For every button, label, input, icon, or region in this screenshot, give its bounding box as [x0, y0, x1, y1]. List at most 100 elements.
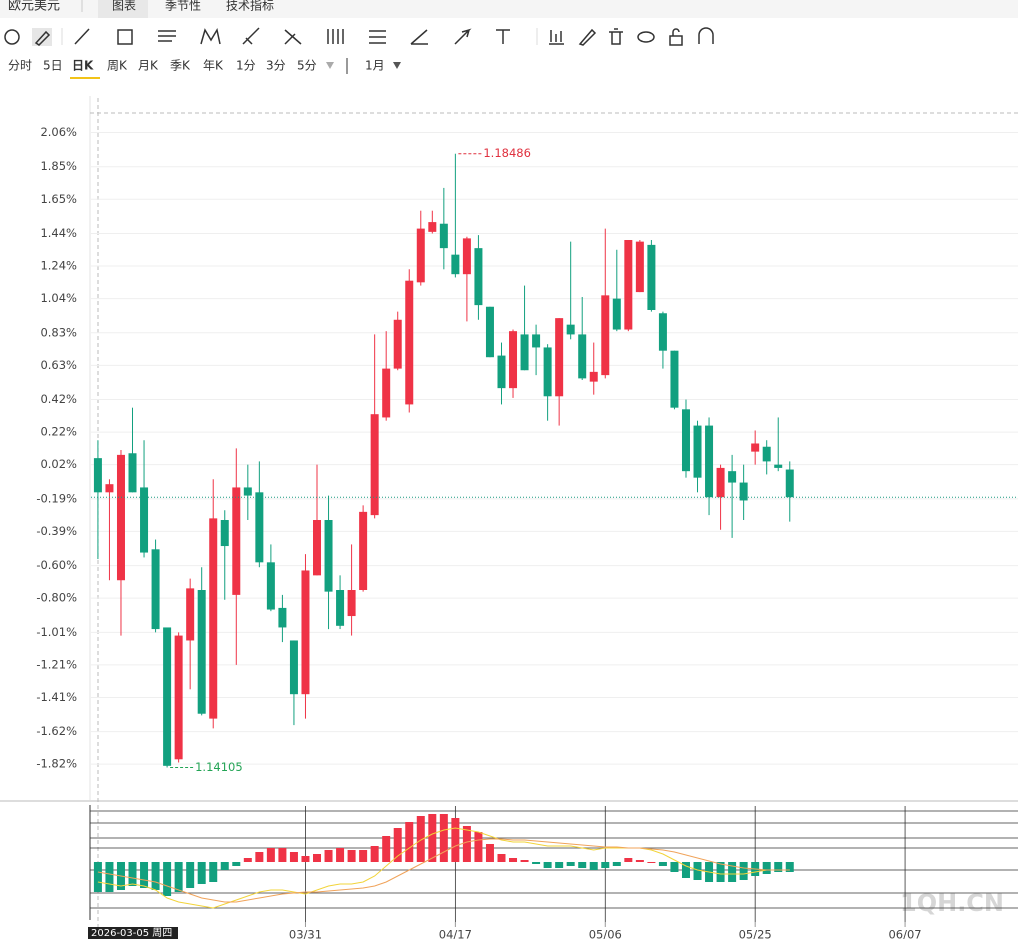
icon[interactable] — [34, 30, 51, 46]
macd-bar — [416, 816, 425, 862]
dropdown-arrow[interactable] — [393, 62, 401, 69]
macd-bar — [243, 858, 252, 862]
candle-body — [186, 588, 195, 641]
macd-bar — [301, 856, 310, 862]
macd-bar — [497, 854, 506, 862]
dropdown-arrow[interactable] — [326, 62, 334, 69]
candle-body — [716, 467, 725, 498]
period[interactable]: 5分 — [297, 59, 317, 73]
icon[interactable] — [158, 30, 176, 42]
icon[interactable] — [117, 29, 133, 45]
y-tick-label: 1.85% — [40, 159, 77, 173]
candle-body — [416, 228, 425, 283]
macd-bar — [589, 862, 598, 870]
period-active[interactable]: 日K — [72, 59, 94, 73]
icon[interactable] — [549, 30, 564, 45]
candle-body — [497, 355, 506, 389]
icon[interactable] — [369, 30, 386, 44]
y-tick-label: -1.62% — [36, 724, 77, 738]
candle-body — [681, 409, 690, 472]
candle-body — [313, 520, 322, 576]
period[interactable]: 5日 — [43, 59, 63, 73]
tab[interactable]: 图表 — [112, 0, 136, 13]
period[interactable]: 3分 — [266, 59, 286, 73]
macd-bar — [578, 862, 587, 868]
y-tick-label: 1.44% — [40, 226, 77, 240]
macd-bar — [428, 814, 437, 862]
icon[interactable] — [242, 27, 260, 45]
candle-body — [140, 487, 149, 553]
candle-body — [601, 295, 610, 376]
y-tick-label: -0.39% — [36, 524, 77, 538]
candle-body — [174, 635, 183, 760]
candle-body — [359, 511, 368, 590]
candle-body — [589, 371, 598, 382]
icon[interactable] — [637, 31, 655, 43]
icon[interactable] — [672, 28, 680, 36]
y-tick-label: -0.19% — [36, 491, 77, 505]
macd-bar — [163, 862, 172, 896]
tab[interactable]: 季节性 — [165, 0, 201, 13]
y-tick-label: 0.63% — [40, 358, 77, 372]
period[interactable]: 周K — [107, 59, 128, 73]
macd-bar — [266, 848, 275, 862]
icon[interactable] — [284, 29, 302, 45]
candle-body — [405, 280, 414, 405]
macd-bar — [347, 850, 356, 862]
tab[interactable]: 技术指标 — [226, 0, 274, 13]
candle-body — [555, 318, 564, 397]
period[interactable]: 季K — [170, 59, 191, 73]
candle-body — [705, 425, 714, 498]
macd-bar — [186, 862, 195, 888]
icon[interactable] — [698, 27, 714, 44]
macd-bar — [439, 814, 448, 862]
icon[interactable] — [609, 28, 623, 45]
candle-body — [728, 471, 737, 483]
icon[interactable] — [410, 29, 428, 45]
candle-body — [774, 464, 783, 468]
macd-bar — [520, 860, 529, 862]
icon[interactable] — [496, 29, 510, 44]
icon[interactable] — [454, 28, 472, 45]
macd-bar — [543, 862, 552, 868]
candle-body — [151, 549, 160, 630]
period[interactable]: 分时 — [8, 59, 32, 73]
range-select[interactable]: 1月 — [365, 59, 385, 73]
candle-body — [635, 241, 644, 293]
candle-body — [485, 306, 494, 358]
top-bar — [0, 0, 1018, 18]
period[interactable]: 年K — [203, 59, 224, 73]
candle-body — [382, 368, 391, 418]
y-tick-label: 0.22% — [40, 425, 77, 439]
candle-body — [532, 334, 541, 348]
macd-bar — [370, 846, 379, 862]
macd-bar — [289, 852, 298, 862]
active-underline — [70, 77, 100, 79]
candle-body — [739, 482, 748, 501]
macd-bar — [774, 862, 783, 872]
candle-body — [566, 324, 575, 335]
macd-bar — [785, 862, 794, 872]
macd-bar — [624, 858, 633, 862]
candle-body — [324, 520, 333, 592]
candle-body — [474, 248, 483, 306]
icon[interactable] — [74, 28, 90, 45]
cursor-label: 2026-03-05 周四 — [91, 927, 172, 939]
macd-bar — [105, 862, 114, 892]
icon[interactable] — [200, 27, 221, 45]
macd-bar — [739, 862, 748, 880]
y-tick-label: -1.01% — [36, 625, 77, 639]
macd-bar — [405, 822, 414, 862]
icon[interactable] — [4, 29, 20, 45]
icon[interactable] — [669, 35, 683, 46]
period[interactable]: 月K — [138, 59, 159, 73]
macd-bar — [197, 862, 206, 884]
x-tick-label: 06/07 — [888, 928, 921, 939]
candle-body — [520, 334, 529, 371]
icon[interactable] — [578, 28, 597, 46]
period[interactable]: 1分 — [236, 59, 256, 73]
candle-body — [301, 570, 310, 695]
plot: 2.06% 1.85% 1.65% 1.44% 1.24% 1.04% 0.83% 0.63%… — [36, 125, 1018, 939]
icon[interactable] — [327, 29, 344, 44]
candle-body — [393, 319, 402, 369]
